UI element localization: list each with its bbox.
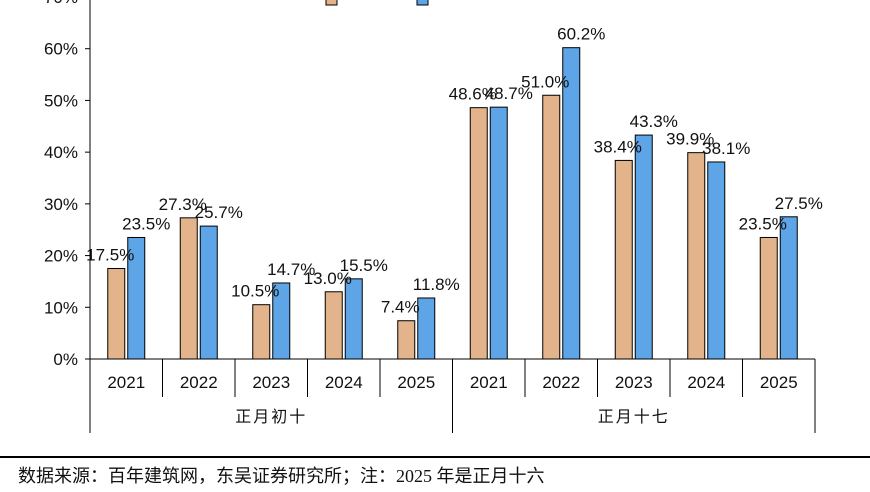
data-label: 43.3% [630,112,678,131]
bar-series1-2021-g2 [469,107,488,360]
x-tick-label: 2025 [760,373,798,392]
y-tick-label: 50% [44,91,78,110]
data-label: 14.7% [267,260,315,279]
data-label: 48.7% [485,84,533,103]
data-label: 13.0% [304,269,352,288]
group-label: 正月初十 [235,408,307,426]
y-tick-label: 30% [44,195,78,214]
bar-series1-2022-g1 [179,217,198,360]
data-label: 38.1% [702,139,750,158]
legend-swatch-series1 [325,0,338,6]
bar-series2-2025-g2 [779,216,798,360]
data-label: 15.5% [340,256,388,275]
y-tick-label: 60% [44,40,78,59]
bar-series1-2025-g2 [759,236,778,360]
data-label: 27.3% [159,195,207,214]
data-label: 23.5% [122,214,170,233]
bar-series2-2022-g1 [199,225,218,360]
data-label: 11.8% [413,275,460,294]
bar-series1-2022-g2 [542,94,561,360]
bar-series1-2024-g2 [687,152,706,360]
y-tick-label: 40% [44,143,78,162]
y-tick-label: 70% [44,0,78,7]
legend-swatch-series2 [416,0,429,6]
data-label: 10.5% [231,282,279,301]
data-label: 25.7% [195,203,243,222]
bars [107,47,798,360]
bar-series2-2024-g2 [707,161,726,360]
bar-series1-2024-g1 [324,291,343,360]
x-tick-label: 2024 [687,373,725,392]
x-tick-label: 2023 [615,373,653,392]
data-label: 17.5% [86,246,134,265]
bar-series2-2021-g2 [489,106,508,360]
data-label: 38.4% [594,137,642,156]
y-tick-label: 0% [53,350,78,369]
data-label: 48.6% [449,85,497,104]
data-label: 27.5% [775,194,823,213]
bar-series2-2021-g1 [127,236,146,360]
x-tick-label: 2021 [107,373,145,392]
x-tick-label: 2025 [397,373,435,392]
group-label: 正月十七 [598,408,670,426]
data-label: 23.5% [739,214,787,233]
x-axis: 2021 2022 2023 2024 2025 2021 2022 2023 2024 2025… [107,359,816,433]
bar-series2-2022-g2 [562,47,581,360]
legend [325,0,429,6]
data-label: 60.2% [557,25,605,44]
source-note: 数据来源：百年建筑网，东吴证券研究所；注：2025 年是正月十六 [18,466,545,486]
bar-series1-2023-g2 [614,159,633,360]
x-tick-label: 2022 [542,373,580,392]
data-labels: 17.5%23.5%27.3%25.7%10.5%14.7%13.0%15.5%… [86,25,823,317]
y-tick-label: 20% [44,247,78,266]
bar-series1-2023-g1 [252,304,271,360]
bar-series1-2025-g1 [397,320,416,360]
bar-series2-2023-g2 [634,134,653,360]
bar-series1-2021-g1 [107,268,126,360]
bar-series2-2024-g1 [344,278,363,360]
x-tick-label: 2024 [325,373,363,392]
y-tick-label: 10% [44,298,78,317]
bar-series2-2025-g1 [417,297,436,360]
x-tick-label: 2023 [252,373,290,392]
x-tick-label: 2021 [470,373,508,392]
data-label: 7.4% [381,298,420,317]
bar-series2-2023-g1 [272,282,291,360]
data-label: 39.9% [666,130,714,149]
x-tick-label: 2022 [180,373,218,392]
data-label: 51.0% [521,72,569,91]
